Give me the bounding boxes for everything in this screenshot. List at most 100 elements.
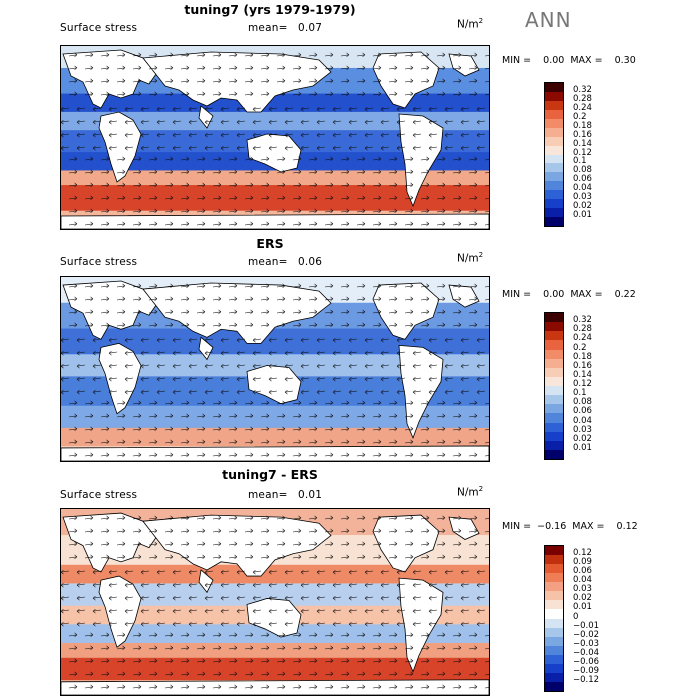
- wind-arrow: [292, 52, 302, 58]
- wind-arrow: [212, 322, 222, 328]
- wind-arrow: [276, 413, 286, 419]
- wind-arrow: [356, 400, 366, 406]
- wind-arrow: [468, 195, 478, 201]
- wind-arrow: [428, 132, 438, 138]
- wind-arrow: [372, 91, 382, 97]
- colorbar-tick-label: 0: [573, 611, 579, 622]
- wind-arrow: [116, 426, 126, 432]
- wind-arrow: [164, 554, 174, 560]
- wind-arrow: [452, 632, 462, 638]
- colorbar-swatch: [545, 555, 563, 565]
- land-outline: [198, 569, 214, 594]
- wind-arrow: [180, 413, 190, 419]
- wind-arrow: [308, 658, 318, 664]
- wind-arrow: [68, 452, 78, 458]
- wind-arrow: [84, 283, 94, 289]
- wind-arrow: [260, 169, 270, 175]
- wind-arrow: [100, 65, 110, 71]
- wind-arrow: [212, 658, 222, 664]
- wind-arrow: [92, 376, 102, 382]
- wind-arrow: [164, 515, 174, 521]
- wind-arrow: [212, 169, 222, 175]
- wind-arrow: [84, 65, 94, 71]
- wind-arrow: [100, 645, 110, 651]
- colorbar-tick-label: 0.04: [573, 575, 592, 586]
- wind-arrow: [172, 582, 182, 588]
- wind-arrow: [324, 684, 334, 690]
- wind-arrow: [484, 299, 489, 301]
- wind-arrow: [276, 400, 286, 406]
- wind-arrow: [380, 376, 390, 382]
- colorbar-tick-label: 0.12: [573, 548, 592, 559]
- wind-arrow: [300, 389, 310, 395]
- wind-arrow: [316, 106, 326, 112]
- wind-arrow: [68, 658, 78, 664]
- wind-arrow: [388, 65, 398, 71]
- wind-arrow: [100, 684, 110, 690]
- wind-arrow: [228, 426, 238, 432]
- wind-arrow: [436, 322, 446, 328]
- wind-arrow: [124, 337, 134, 343]
- wind-arrow: [244, 515, 254, 521]
- colorbar-swatch: [545, 199, 563, 209]
- wind-arrow: [476, 350, 486, 356]
- wind-arrow: [228, 322, 238, 328]
- colorbar-swatch: [545, 340, 563, 350]
- wind-arrow: [212, 554, 222, 560]
- wind-arrow: [228, 221, 238, 227]
- wind-arrow: [244, 413, 254, 419]
- wind-arrow: [260, 309, 270, 315]
- wind-arrow: [148, 78, 158, 84]
- wind-arrow: [436, 645, 446, 651]
- wind-arrow: [300, 119, 310, 125]
- wind-arrow: [420, 439, 430, 445]
- colorbar-tick-label: 0.03: [573, 584, 592, 595]
- wind-arrow: [84, 528, 94, 534]
- field-band: [61, 564, 489, 585]
- wind-arrow: [404, 671, 414, 677]
- wind-arrow: [396, 106, 406, 112]
- wind-arrow: [68, 78, 78, 84]
- wind-arrow: [196, 283, 206, 289]
- wind-arrow: [412, 337, 422, 343]
- wind-arrow: [292, 208, 302, 214]
- wind-arrow: [404, 400, 414, 406]
- wind-arrow: [252, 582, 262, 588]
- wind-arrow: [292, 541, 302, 547]
- wind-arrow: [356, 169, 366, 175]
- wind-arrow: [76, 350, 86, 356]
- wind-arrow: [148, 554, 158, 560]
- panel-2-mean-label: mean=: [248, 256, 288, 268]
- wind-arrow: [468, 528, 478, 534]
- wind-arrow: [340, 221, 350, 227]
- wind-arrow: [396, 582, 406, 588]
- wind-arrow: [436, 65, 446, 71]
- wind-arrow: [380, 582, 390, 588]
- wind-arrow: [196, 52, 206, 58]
- wind-arrow: [180, 52, 190, 58]
- wind-arrow: [116, 528, 126, 534]
- wind-arrow: [324, 452, 334, 458]
- wind-arrow: [356, 156, 366, 162]
- wind-arrow: [300, 337, 310, 343]
- continents: [61, 280, 489, 461]
- wind-arrow: [116, 182, 126, 188]
- wind-arrow: [212, 221, 222, 227]
- wind-arrow: [436, 554, 446, 560]
- wind-arrow: [236, 582, 246, 588]
- wind-arrow: [484, 211, 489, 213]
- wind-arrow: [468, 671, 478, 677]
- wind-arrow: [92, 595, 102, 601]
- wind-arrow: [124, 132, 134, 138]
- wind-arrow: [300, 376, 310, 382]
- wind-arrow: [412, 595, 422, 601]
- wind-arrow: [284, 621, 294, 627]
- wind-arrow: [188, 376, 198, 382]
- wind-arrow: [308, 296, 318, 302]
- wind-arrow: [164, 452, 174, 458]
- wind-arrow: [420, 322, 430, 328]
- wind-arrow: [268, 595, 278, 601]
- wind-arrow: [76, 119, 86, 125]
- wind-arrow: [276, 322, 286, 328]
- wind-arrow: [420, 426, 430, 432]
